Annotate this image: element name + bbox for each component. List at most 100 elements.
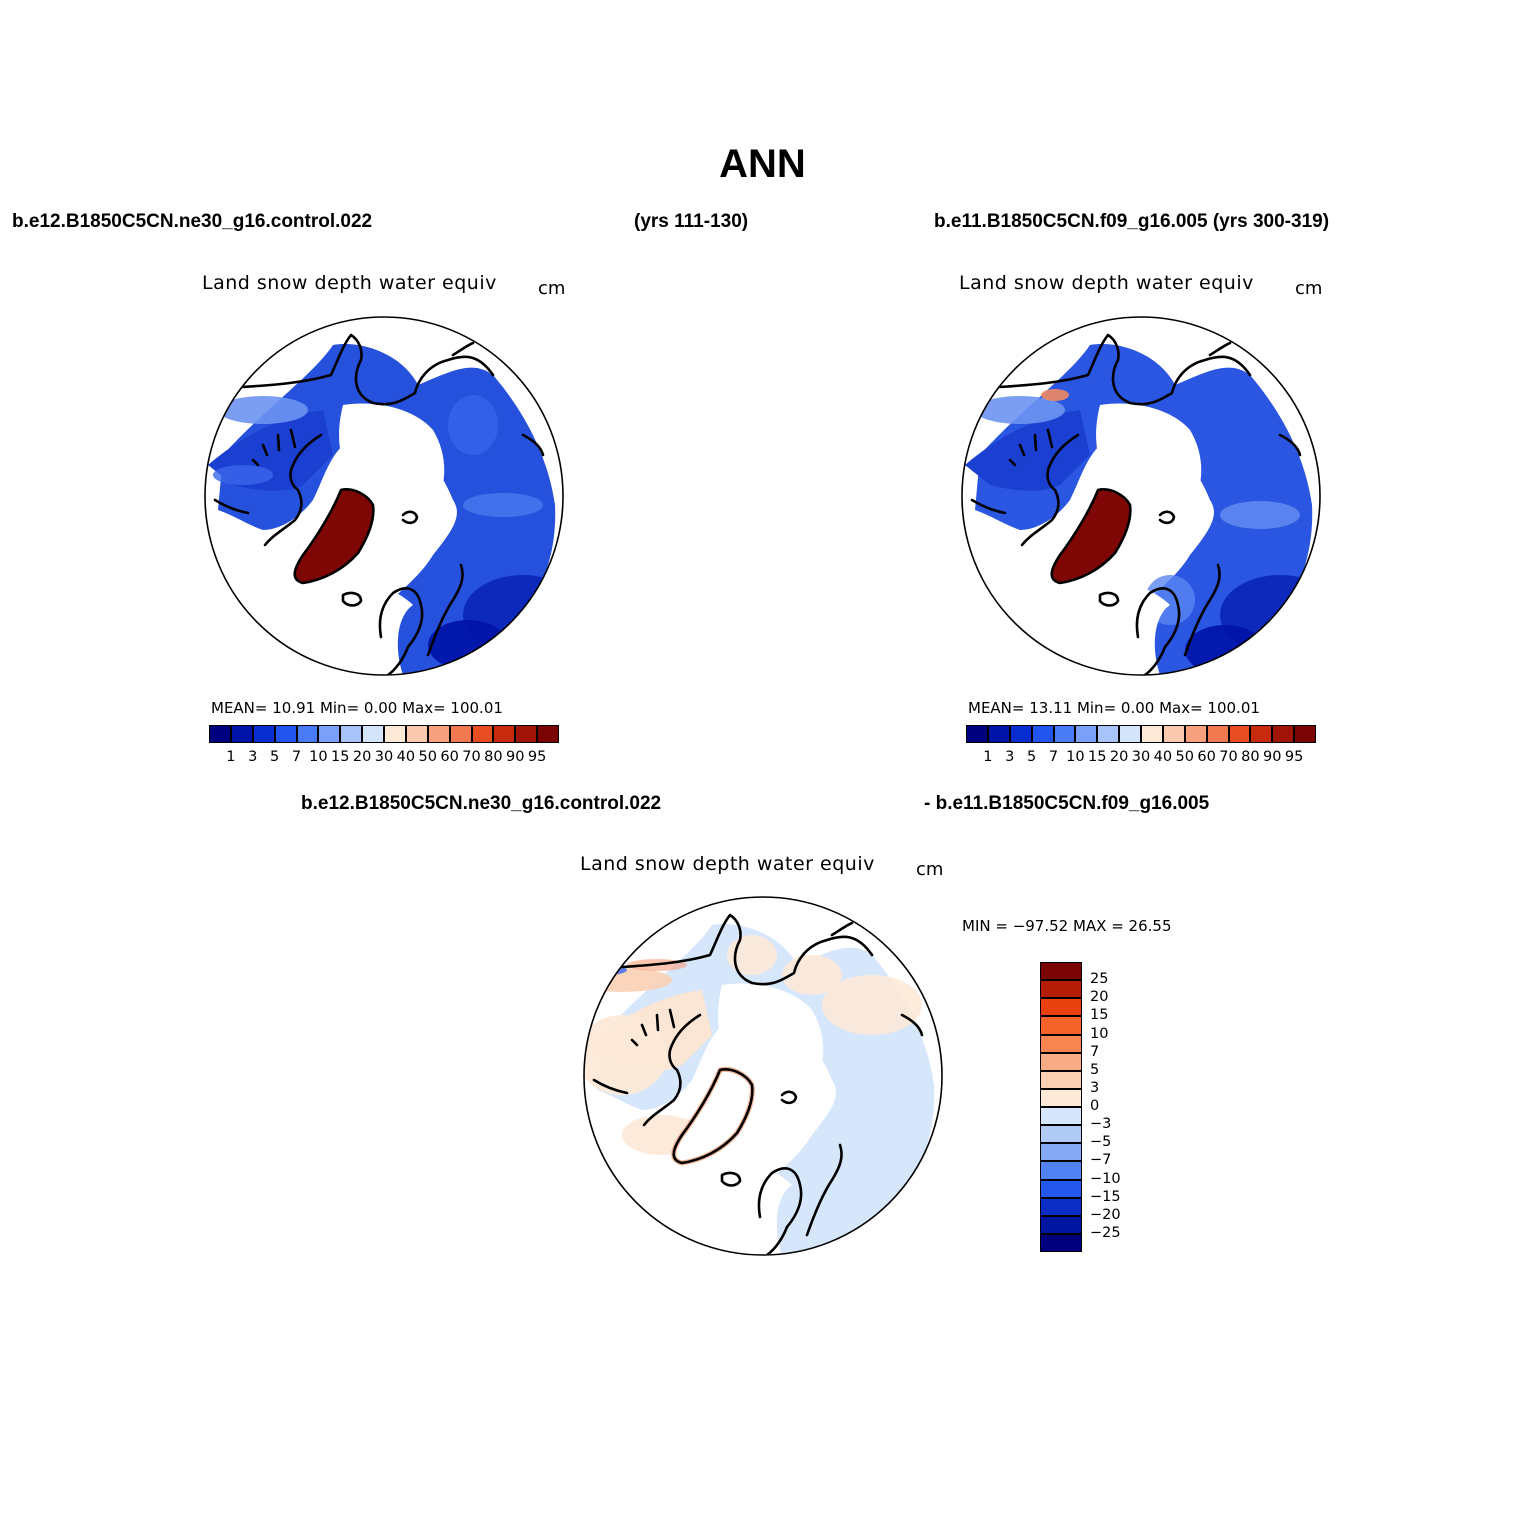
coastline	[213, 498, 250, 515]
panel2-colorbar-ticks: 1 3 5 7 10 15 20 30 40 50 60 70 80 90 95	[966, 749, 1316, 767]
coastline	[970, 498, 1007, 515]
coastline	[378, 587, 424, 675]
colorbar-tick-label: 90	[1263, 749, 1282, 765]
panel1-polar-map	[204, 316, 564, 676]
colorbar-tick-label: 20	[352, 749, 372, 765]
colorbar-tick-label: 0	[1090, 1098, 1100, 1114]
panel2-colorbar	[966, 725, 1316, 743]
hudson-bay	[208, 515, 253, 542]
colorbar-box	[1075, 725, 1098, 743]
colorbar-box	[1040, 1107, 1082, 1126]
field-patch	[448, 395, 498, 455]
colorbar-tick-label: 15	[1090, 1007, 1109, 1024]
colorbar-tick-label: 20	[1109, 749, 1129, 765]
greenland-field	[294, 489, 374, 583]
colorbar-tick-label: 30	[1131, 749, 1151, 765]
colorbar-box	[1040, 1016, 1082, 1035]
panel1-stats: MEAN= 10.91 Min= 0.00 Max= 100.01	[211, 699, 503, 717]
colorbar-tick-label: 30	[374, 749, 394, 765]
coastline	[720, 1171, 742, 1187]
map-field	[205, 317, 563, 675]
diff-panel-units: cm	[916, 859, 944, 880]
colorbar-box	[318, 725, 341, 743]
colorbar-tick-label: 90	[506, 749, 525, 765]
field-patch	[1220, 501, 1300, 529]
colorbar-tick-label: −5	[1090, 1134, 1112, 1151]
field-patch	[584, 1015, 667, 1095]
case1-years-label: (yrs 111-130)	[634, 211, 749, 232]
diff-case1-label: b.e12.B1850C5CN.ne30_g16.control.022	[301, 793, 662, 814]
arctic-ocean	[1096, 403, 1202, 675]
hudson-bay	[965, 515, 1010, 542]
colorbar-tick-label: 3	[248, 749, 258, 765]
coastline	[426, 563, 464, 657]
field-patch	[727, 935, 777, 975]
colorbar-box	[471, 725, 494, 743]
field-patch	[975, 396, 1065, 424]
map-field	[584, 897, 942, 1255]
colorbar-tick-label: −10	[1090, 1170, 1121, 1187]
colorbar-box	[987, 725, 1010, 743]
coastline	[241, 333, 495, 406]
coastline	[1278, 433, 1302, 457]
field-patch	[822, 975, 922, 1035]
colorbar-box	[1040, 1143, 1082, 1162]
colorbar-tick-label: −7	[1090, 1152, 1112, 1169]
coastline	[293, 488, 375, 585]
panel2-title: Land snow depth water equiv	[959, 272, 1254, 294]
map-field	[962, 317, 1320, 675]
colorbar-box	[1228, 725, 1251, 743]
colorbar-tick-label: 60	[1197, 749, 1216, 765]
colorbar-box	[493, 725, 516, 743]
coastline	[451, 341, 475, 357]
colorbar-tick-label: 5	[270, 749, 280, 765]
arctic-ocean	[339, 403, 445, 675]
colorbar-tick-label: 10	[1066, 749, 1085, 765]
colorbar-box	[1040, 1052, 1082, 1071]
coastline	[521, 433, 545, 457]
coastline	[900, 1013, 924, 1037]
colorbar-box	[1162, 725, 1185, 743]
colorbar-tick-label: 95	[527, 749, 547, 765]
colorbar-tick-label: 50	[1175, 749, 1194, 765]
colorbar-tick-label: 70	[462, 749, 481, 765]
field-patch	[463, 493, 543, 517]
colorbar-tick-label: 7	[291, 749, 302, 765]
colorbar-box	[1040, 1161, 1082, 1180]
colorbar-box	[1040, 1215, 1082, 1234]
colorbar-box	[1141, 725, 1163, 743]
greenland-field	[1051, 489, 1131, 583]
colorbar-box	[1040, 962, 1082, 981]
panel1-colorbar	[209, 725, 559, 743]
map-boundary	[204, 316, 564, 676]
colorbar-tick-label: 5	[1027, 749, 1037, 765]
colorbar-tick-label: 5	[1090, 1061, 1100, 1078]
diff-colorbar	[1040, 962, 1082, 1252]
colorbar-box	[515, 725, 538, 743]
diff-colorbar-ticks: 25 20 15 10 7 5 3 0 −3 −5 −7 −10 −15 −20 −25	[1090, 962, 1150, 1252]
colorbar-tick-label: 7	[1090, 1043, 1100, 1060]
coastline	[1098, 591, 1120, 607]
colorbar-box	[362, 725, 384, 743]
colorbar-box	[537, 725, 559, 743]
colorbar-box	[405, 725, 428, 743]
colorbar-box	[1040, 1125, 1082, 1144]
colorbar-box	[1040, 1034, 1082, 1053]
colorbar-box	[252, 725, 275, 743]
colorbar-box	[296, 725, 319, 743]
colorbar-box	[1040, 1233, 1082, 1252]
case1-label: b.e12.B1850C5CN.ne30_g16.control.022	[12, 211, 373, 232]
map-boundary	[583, 896, 943, 1256]
panel2-polar-map	[961, 316, 1321, 676]
colorbar-box	[1040, 980, 1082, 999]
coastline	[805, 1143, 843, 1237]
colorbar-box	[1040, 1070, 1082, 1089]
colorbar-tick-label: 15	[331, 749, 350, 765]
colorbar-box	[1040, 1197, 1082, 1216]
colorbar-tick-label: 70	[1219, 749, 1238, 765]
coastline	[1183, 563, 1221, 657]
field-patch	[218, 396, 308, 424]
coastline	[251, 428, 297, 467]
colorbar-box	[1206, 725, 1229, 743]
map-boundary	[961, 316, 1321, 676]
